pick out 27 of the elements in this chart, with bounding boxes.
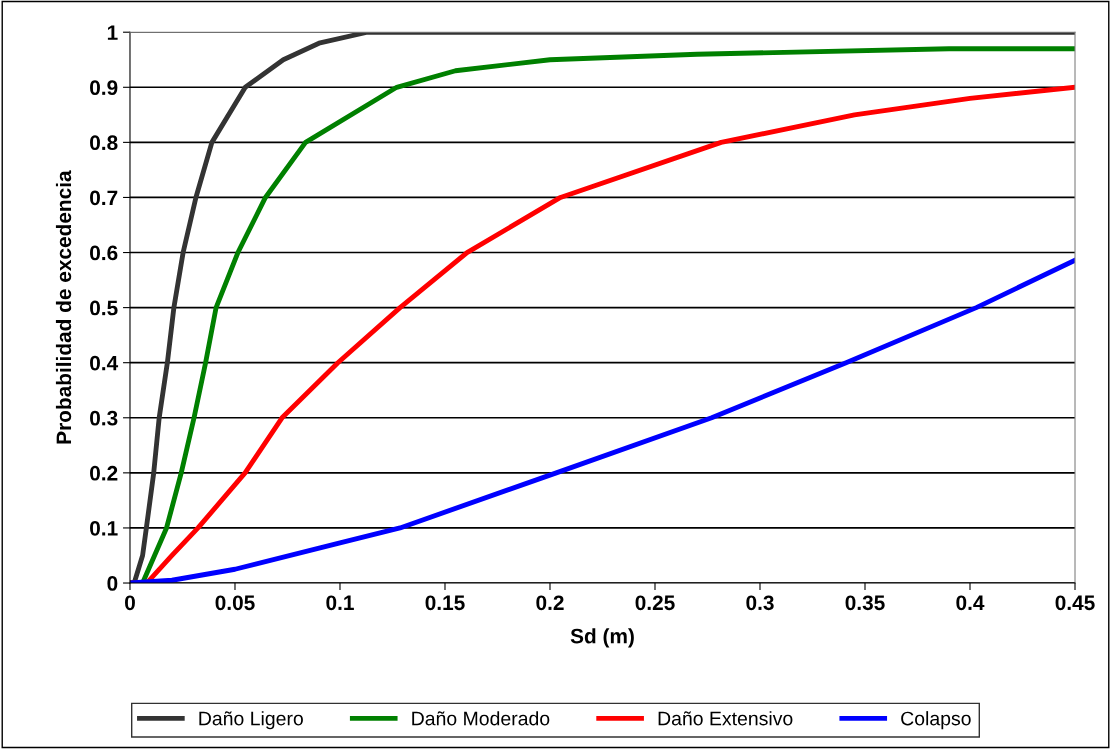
- x-tick-label: 0: [125, 595, 135, 611]
- x-axis-title: Sd (m): [570, 628, 634, 648]
- x-tick-label: 0.2: [536, 595, 564, 611]
- x-tick-label: 0.1: [326, 595, 354, 611]
- y-tick-label: 0.6: [90, 245, 118, 261]
- legend-label: Daño Moderado: [412, 711, 550, 726]
- y-tick-label: 0.8: [90, 135, 118, 151]
- y-tick-label: 0.5: [90, 300, 118, 316]
- y-axis-title: Probabilidad de excedencia: [55, 170, 72, 444]
- x-tick-label: 0.25: [635, 595, 675, 611]
- y-tick-label: 0.2: [90, 465, 118, 481]
- y-tick-label: 0: [107, 576, 118, 591]
- x-tick-label: 0.35: [845, 595, 885, 611]
- y-tick-label: 0.3: [90, 410, 118, 426]
- x-tick-label: 0.4: [956, 595, 985, 611]
- y-tick-label: 0.4: [90, 355, 119, 371]
- x-tick-label: 0.15: [425, 595, 465, 611]
- x-tick-label: 0.05: [215, 595, 255, 611]
- legend-label: Colapso: [901, 711, 971, 730]
- legend-label: Daño Ligero: [199, 711, 303, 730]
- legend-label: Daño Extensivo: [658, 711, 793, 726]
- y-tick-label: 0.1: [90, 520, 118, 536]
- x-tick-label: 0.3: [746, 595, 774, 611]
- y-tick-label: 0.7: [90, 190, 118, 206]
- x-tick-label: 0.45: [1055, 595, 1095, 611]
- y-tick-label: 0.9: [90, 80, 118, 96]
- y-tick-label: 1: [107, 25, 118, 40]
